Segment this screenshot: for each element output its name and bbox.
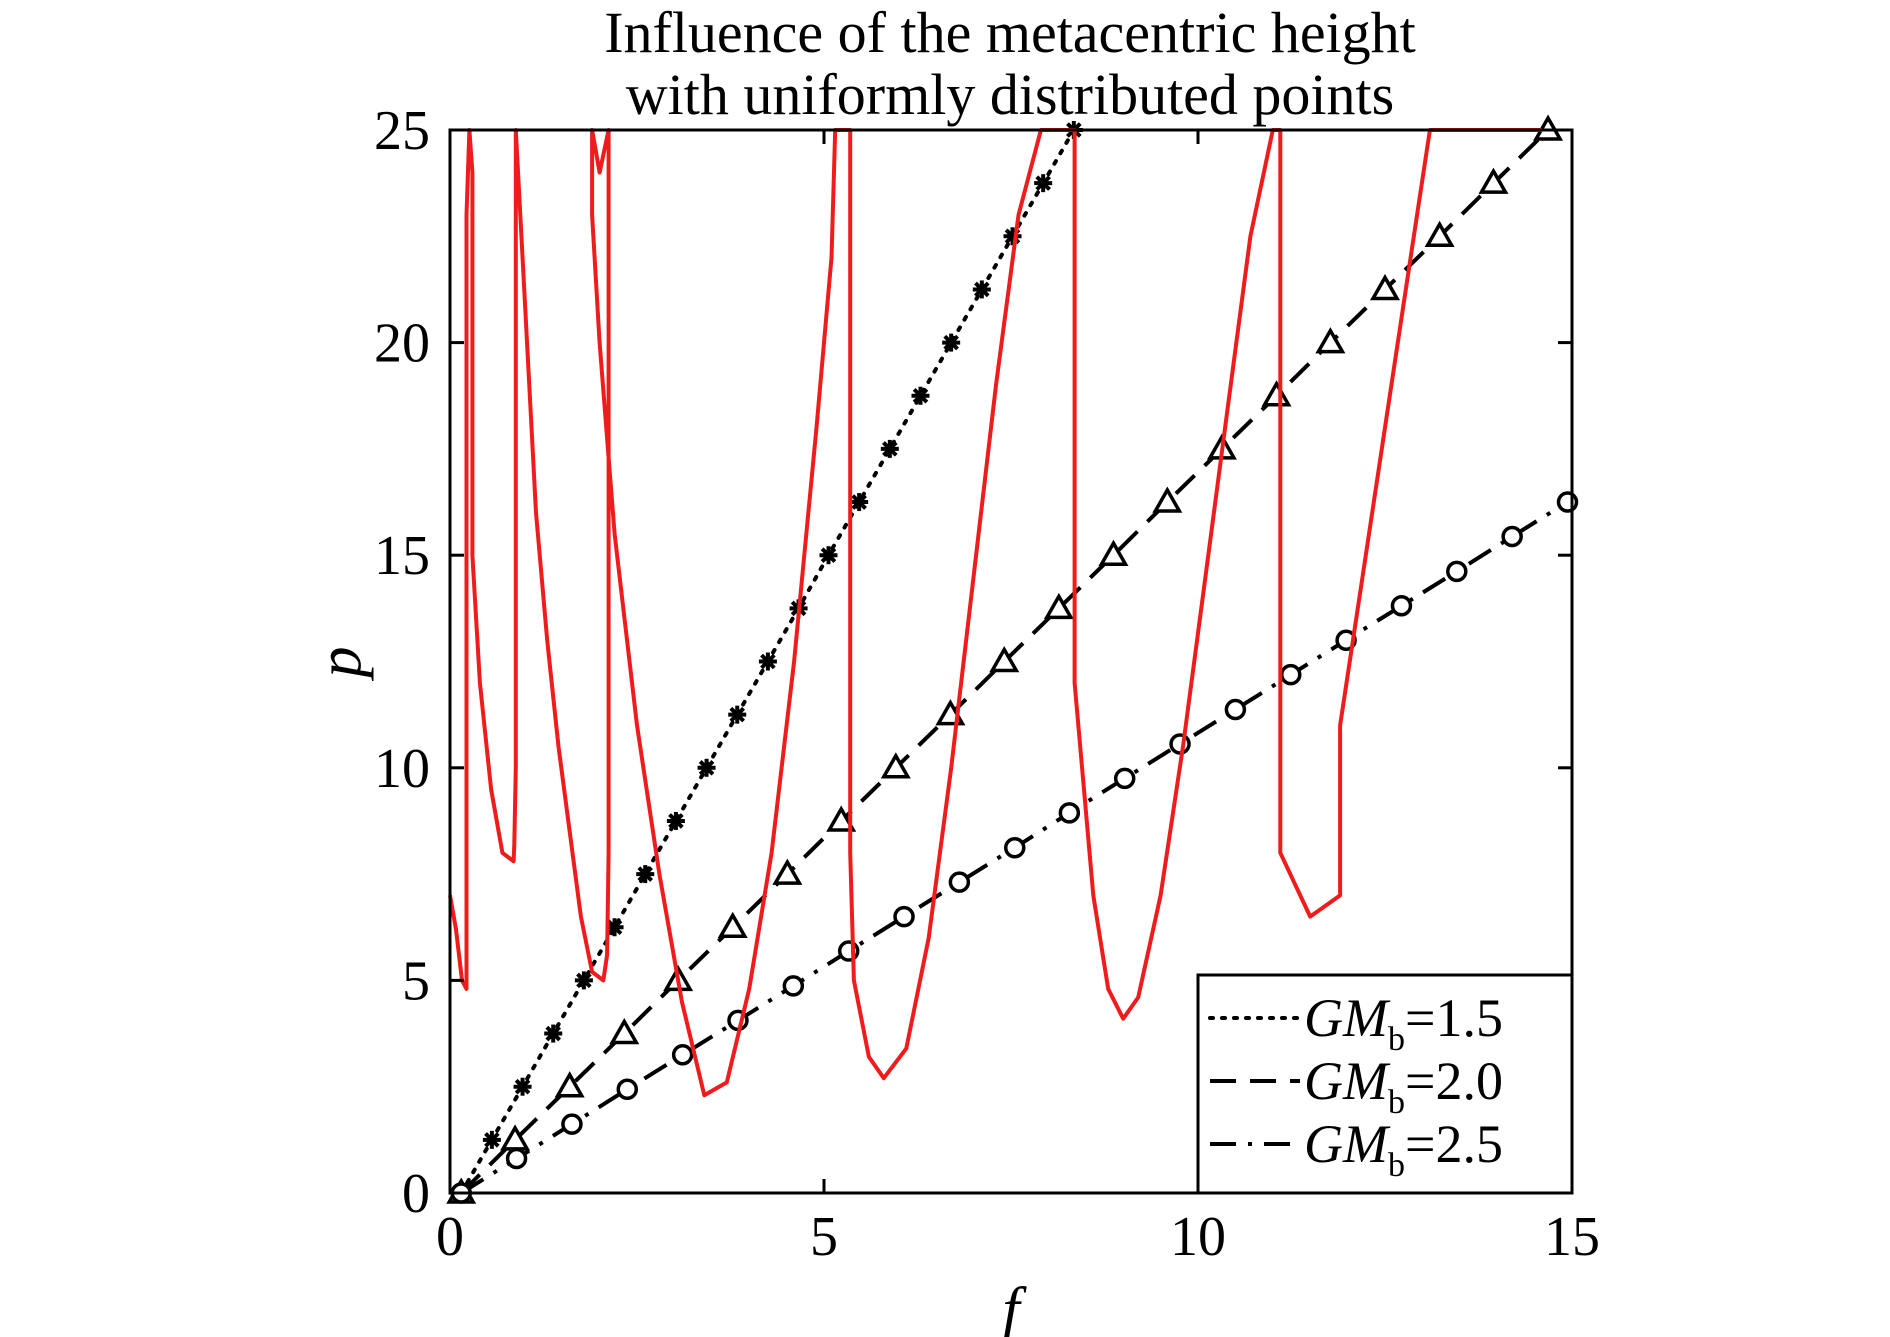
data-point (1003, 836, 1026, 859)
data-point (1261, 380, 1292, 407)
legend-value: =1.5 (1405, 988, 1503, 1048)
data-point (1113, 767, 1136, 790)
data-point (1224, 698, 1247, 721)
legend-sub: b (1388, 1021, 1405, 1058)
data-point (1058, 802, 1081, 824)
data-point (505, 1147, 528, 1170)
data-point (544, 1024, 563, 1043)
y-axis-label: p (306, 647, 374, 682)
legend-var: GM (1304, 988, 1391, 1048)
data-point (561, 1113, 583, 1135)
legend-item-1: GMb=1.5 (1208, 988, 1503, 1058)
x-tick-label: 10 (1170, 1206, 1226, 1268)
y-tick-label: 5 (402, 950, 430, 1012)
legend-var: GM (1304, 1114, 1391, 1174)
data-point (782, 975, 805, 997)
data-point (717, 911, 748, 938)
data-point (728, 705, 747, 724)
data-point (972, 280, 991, 299)
data-point (1034, 174, 1053, 193)
data-point (554, 1071, 585, 1098)
data-point (880, 439, 899, 458)
data-point (948, 871, 971, 893)
y-tick-label: 20 (374, 313, 430, 375)
legend-sub: b (1388, 1084, 1405, 1121)
data-point (850, 493, 869, 512)
data-point (826, 805, 857, 832)
chart-title: Influence of the metacentric height with… (604, 0, 1416, 127)
chart-title-line-2: with uniformly distributed points (626, 62, 1394, 127)
data-point (989, 645, 1020, 673)
data-point (911, 386, 930, 405)
series-line-2 (459, 128, 1550, 1195)
x-axis-label: f (1002, 1276, 1027, 1337)
x-axis: 0 5 10 15 (436, 130, 1600, 1268)
data-point (482, 1130, 501, 1149)
legend-box (1196, 973, 1574, 1195)
data-point (609, 1018, 640, 1045)
axes-frame (448, 128, 1574, 1195)
data-point (880, 752, 911, 779)
data-point (1478, 167, 1509, 194)
y-tick-label: 10 (374, 738, 430, 800)
data-point (942, 333, 961, 352)
data-point (1315, 327, 1346, 354)
data-point (666, 811, 685, 830)
data-point (1446, 560, 1468, 583)
y-tick-label: 15 (374, 525, 430, 587)
data-point (671, 1044, 694, 1066)
data-point (893, 905, 915, 928)
series-3 (450, 491, 1579, 1204)
data-point (772, 858, 803, 885)
legend-item-3: GMb=2.5 (1210, 1114, 1503, 1184)
legend-value: =2.0 (1405, 1051, 1503, 1111)
data-point (1280, 663, 1302, 686)
x-tick-label: 15 (1544, 1206, 1600, 1268)
data-point (1098, 539, 1129, 566)
data-point (636, 865, 655, 884)
chart-title-line-1: Influence of the metacentric height (604, 0, 1416, 65)
data-point (616, 1078, 639, 1101)
legend-label-2: GMb=2.0 (1304, 1051, 1503, 1121)
legend-var: GM (1304, 1051, 1391, 1111)
x-tick-label: 5 (810, 1206, 838, 1268)
y-tick-label: 25 (374, 100, 430, 162)
data-point (513, 1077, 532, 1096)
data-point (1556, 491, 1579, 513)
data-point (1369, 273, 1401, 301)
data-point (758, 652, 777, 671)
data-point (819, 546, 838, 565)
series-1 (452, 121, 1083, 1202)
plot-border (448, 128, 1574, 1195)
data-point (1169, 733, 1191, 755)
legend-label-1: GMb=1.5 (1304, 988, 1503, 1058)
data-point (1043, 592, 1074, 620)
legend-item-2: GMb=2.0 (1210, 1051, 1503, 1121)
data-point (1152, 486, 1183, 513)
y-axis: 0 5 10 15 20 25 (374, 100, 1572, 1225)
y-tick-label: 0 (402, 1163, 430, 1225)
data-point (1390, 595, 1413, 617)
data-point (1003, 227, 1022, 246)
x-tick-label: 0 (436, 1206, 464, 1268)
data-point (1501, 525, 1523, 548)
data-point (697, 758, 716, 777)
data-point (1424, 220, 1455, 248)
data-point (574, 971, 593, 990)
legend-label-3: GMb=2.5 (1304, 1114, 1503, 1184)
legend-value: =2.5 (1405, 1114, 1503, 1174)
legend-sub: b (1388, 1147, 1405, 1184)
series-2 (446, 114, 1564, 1204)
